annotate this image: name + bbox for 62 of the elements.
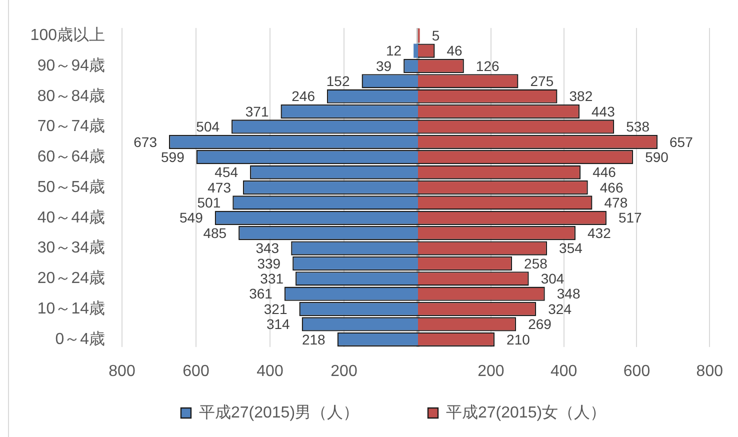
data-label: 339	[257, 255, 281, 272]
y-tick-label: 60～64歳	[37, 148, 105, 166]
data-label: 5	[432, 27, 440, 44]
data-label: 348	[556, 286, 580, 302]
data-label: 304	[540, 270, 564, 286]
data-label: 354	[559, 240, 583, 256]
data-label: 324	[548, 300, 572, 317]
y-tick-label: 20～24歳	[37, 269, 105, 288]
data-label: 517	[618, 210, 642, 226]
y-tick-label: 40～44歳	[37, 208, 105, 226]
legend-label: 平成27(2015)女（人）	[446, 403, 606, 422]
y-tick-label: 90～94歳	[37, 56, 105, 74]
data-label: 432	[587, 224, 612, 241]
y-tick-label: 10～14歳	[37, 299, 105, 318]
data-label: 331	[260, 270, 284, 286]
data-label: 126	[476, 58, 500, 74]
x-tick-label: 200	[330, 363, 358, 380]
data-label: 314	[266, 316, 290, 332]
x-tick-label: 400	[256, 363, 284, 380]
data-label: 258	[524, 255, 548, 272]
x-tick-label: 200	[478, 363, 504, 380]
data-label: 343	[256, 240, 280, 256]
data-label: 538	[626, 118, 650, 135]
data-label: 501	[197, 194, 221, 211]
x-tick-label: 400	[550, 363, 578, 380]
data-label: 657	[670, 134, 694, 150]
data-label: 478	[604, 194, 628, 211]
data-label: 466	[600, 179, 624, 196]
data-label: 454	[214, 164, 238, 180]
x-tick-label: 600	[182, 363, 210, 380]
x-tick-label: 600	[623, 363, 650, 380]
data-label: 504	[196, 118, 220, 135]
data-label: 269	[528, 316, 552, 332]
y-tick-label: 30～34歳	[37, 238, 105, 257]
y-tick-label: 70～74歳	[37, 117, 105, 136]
y-tick-label: 0～4歳	[55, 330, 105, 348]
data-label: 382	[569, 88, 593, 104]
data-label: 275	[530, 73, 554, 90]
data-label: 673	[134, 134, 158, 150]
data-label: 473	[208, 179, 232, 196]
data-label: 46	[446, 42, 463, 59]
y-tick-label: 80～84歳	[37, 86, 105, 105]
legend-label: 平成27(2015)男（人）	[198, 403, 360, 422]
data-label: 549	[180, 210, 204, 226]
data-label: 321	[264, 300, 288, 317]
data-label: 218	[302, 331, 326, 348]
data-label: 12	[386, 42, 402, 59]
y-tick-label: 100歳以上	[30, 26, 105, 44]
data-label: 246	[292, 88, 316, 104]
x-tick-label: 800	[108, 363, 136, 380]
data-label: 210	[506, 331, 530, 348]
data-label: 599	[161, 148, 185, 165]
data-label: 361	[249, 286, 273, 302]
x-tick-label: 800	[696, 363, 724, 380]
data-label: 446	[592, 164, 616, 180]
y-tick-label: 50～54歳	[37, 178, 105, 196]
data-label: 590	[645, 148, 669, 165]
data-label: 443	[592, 103, 616, 120]
data-label: 485	[203, 224, 227, 241]
data-label: 39	[376, 58, 392, 74]
data-label: 152	[326, 73, 350, 90]
data-label: 371	[245, 103, 269, 120]
